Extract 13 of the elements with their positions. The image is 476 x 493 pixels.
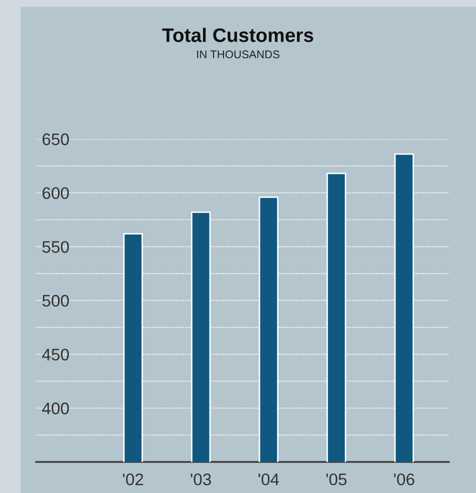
y-tick-label: 500: [42, 294, 69, 307]
y-tick-label: 450: [42, 348, 69, 361]
y-tick-label: 400: [42, 402, 69, 414]
chart-subtitle: IN THOUSANDS: [197, 50, 280, 58]
x-tick-label: '06: [394, 473, 414, 486]
x-tick-label: '02: [123, 473, 144, 486]
x-tick-label: '05: [326, 473, 347, 486]
y-tick-label: 600: [42, 187, 69, 200]
y-tick-label: 550: [42, 241, 69, 253]
chart-title: Total Customers: [162, 28, 314, 42]
x-tick-label: '04: [258, 473, 279, 486]
y-tick-label: 650: [42, 133, 69, 146]
x-tick-label: '03: [190, 473, 211, 486]
